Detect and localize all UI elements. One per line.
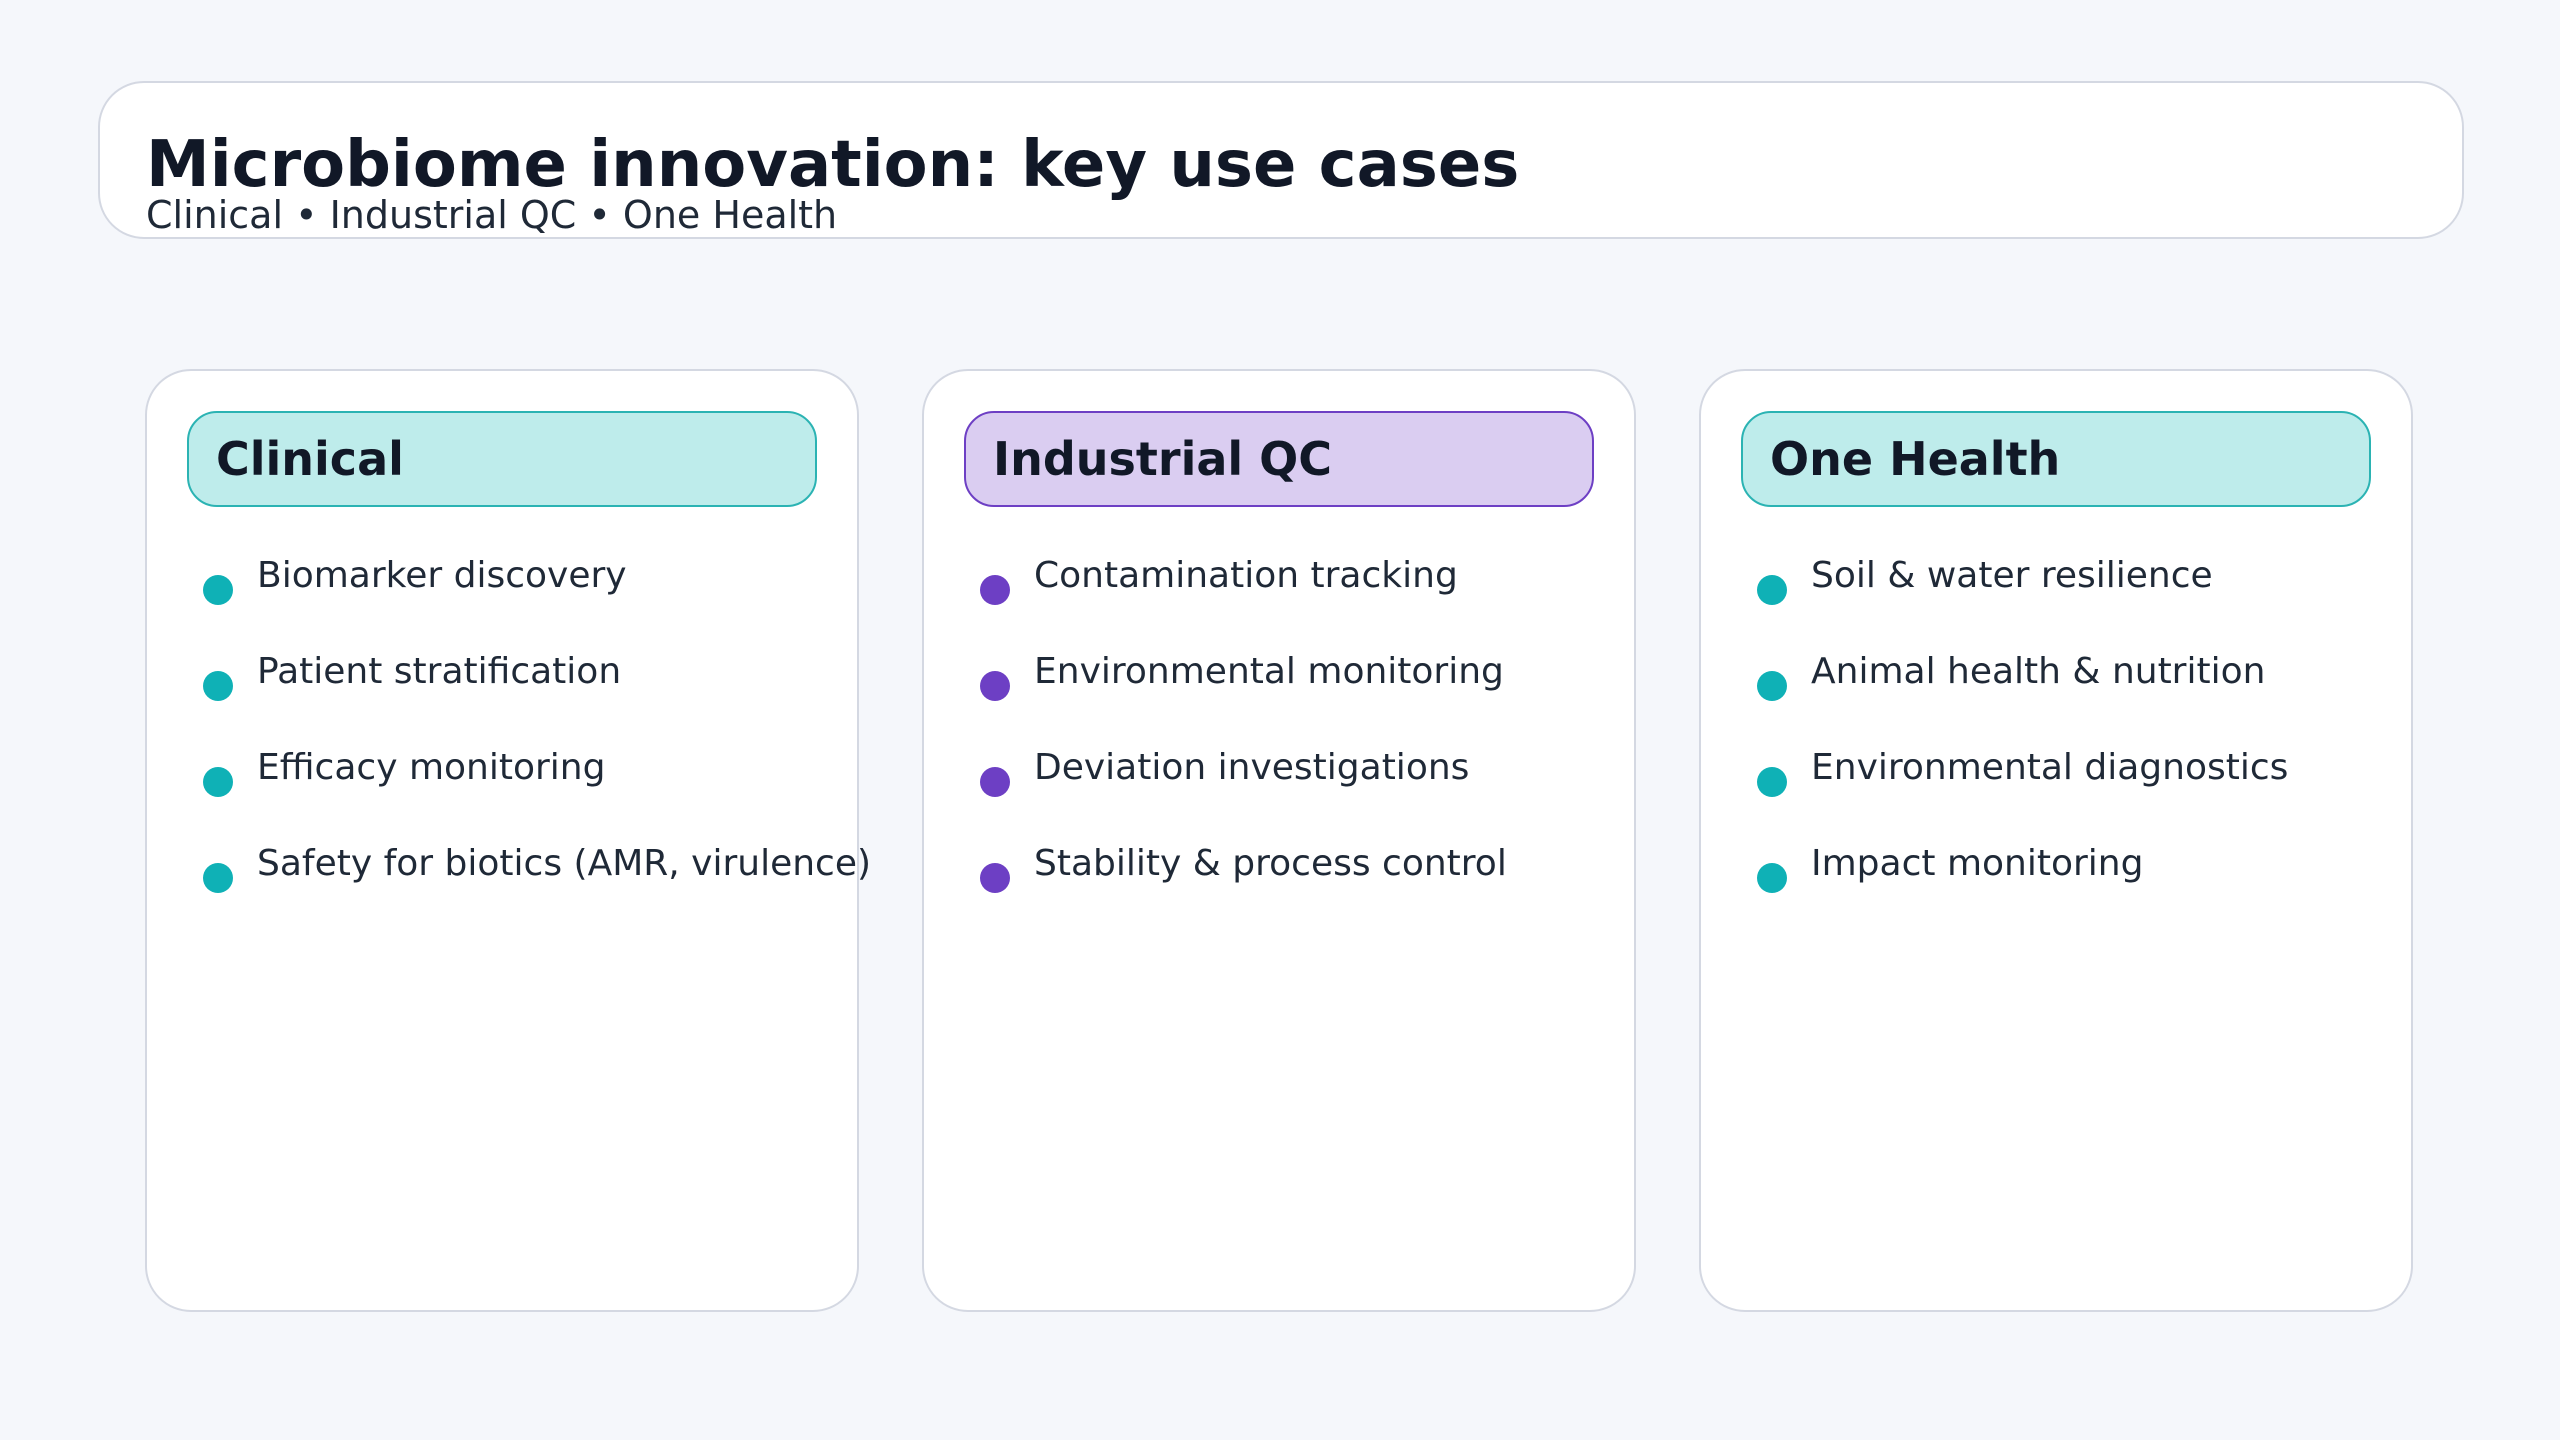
bullet-dot-icon: [1757, 671, 1787, 701]
card-item-list: Contamination tracking Environmental mon…: [924, 555, 1684, 939]
card-title: Industrial QC: [993, 432, 1333, 486]
card-item-list: Soil & water resilience Animal health & …: [1701, 555, 2461, 939]
list-item-label: Environmental diagnostics: [1811, 747, 2289, 788]
page-title: Microbiome innovation: key use cases: [146, 128, 1520, 202]
list-item: Contamination tracking: [924, 555, 1684, 651]
list-item-label: Environmental monitoring: [1034, 651, 1504, 692]
list-item-label: Deviation investigations: [1034, 747, 1470, 788]
bullet-dot-icon: [203, 863, 233, 893]
list-item: Safety for biotics (AMR, virulence): [147, 843, 907, 939]
list-item-label: Contamination tracking: [1034, 555, 1458, 596]
bullet-dot-icon: [203, 575, 233, 605]
bullet-dot-icon: [203, 767, 233, 797]
bullet-dot-icon: [980, 671, 1010, 701]
list-item-label: Patient stratification: [257, 651, 622, 692]
bullet-dot-icon: [980, 575, 1010, 605]
card-header-pill: Industrial QC: [964, 411, 1594, 507]
card-clinical: Clinical Biomarker discovery Patient str…: [145, 369, 871, 1312]
card-title: One Health: [1770, 432, 2061, 486]
list-item-label: Efficacy monitoring: [257, 747, 606, 788]
list-item: Stability & process control: [924, 843, 1684, 939]
card-header-pill: Clinical: [187, 411, 817, 507]
list-item-label: Safety for biotics (AMR, virulence): [257, 843, 872, 884]
header-panel: Microbiome innovation: key use cases Cli…: [98, 81, 2464, 239]
list-item: Patient stratification: [147, 651, 907, 747]
list-item-label: Animal health & nutrition: [1811, 651, 2266, 692]
bullet-dot-icon: [203, 671, 233, 701]
list-item-label: Biomarker discovery: [257, 555, 627, 596]
bullet-dot-icon: [980, 863, 1010, 893]
list-item: Animal health & nutrition: [1701, 651, 2461, 747]
list-item: Environmental monitoring: [924, 651, 1684, 747]
bullet-dot-icon: [1757, 767, 1787, 797]
list-item: Soil & water resilience: [1701, 555, 2461, 651]
list-item-label: Stability & process control: [1034, 843, 1507, 884]
card-industrial-qc: Industrial QC Contamination tracking Env…: [922, 369, 1636, 1312]
card-one-health: One Health Soil & water resilience Anima…: [1699, 369, 2413, 1312]
card-title: Clinical: [216, 432, 404, 486]
list-item: Biomarker discovery: [147, 555, 907, 651]
bullet-dot-icon: [980, 767, 1010, 797]
card-item-list: Biomarker discovery Patient stratificati…: [147, 555, 907, 939]
bullet-dot-icon: [1757, 863, 1787, 893]
list-item: Efficacy monitoring: [147, 747, 907, 843]
list-item: Deviation investigations: [924, 747, 1684, 843]
page-subtitle: Clinical • Industrial QC • One Health: [146, 193, 838, 237]
list-item: Impact monitoring: [1701, 843, 2461, 939]
list-item: Environmental diagnostics: [1701, 747, 2461, 843]
list-item-label: Soil & water resilience: [1811, 555, 2213, 596]
list-item-label: Impact monitoring: [1811, 843, 2144, 884]
bullet-dot-icon: [1757, 575, 1787, 605]
card-header-pill: One Health: [1741, 411, 2371, 507]
